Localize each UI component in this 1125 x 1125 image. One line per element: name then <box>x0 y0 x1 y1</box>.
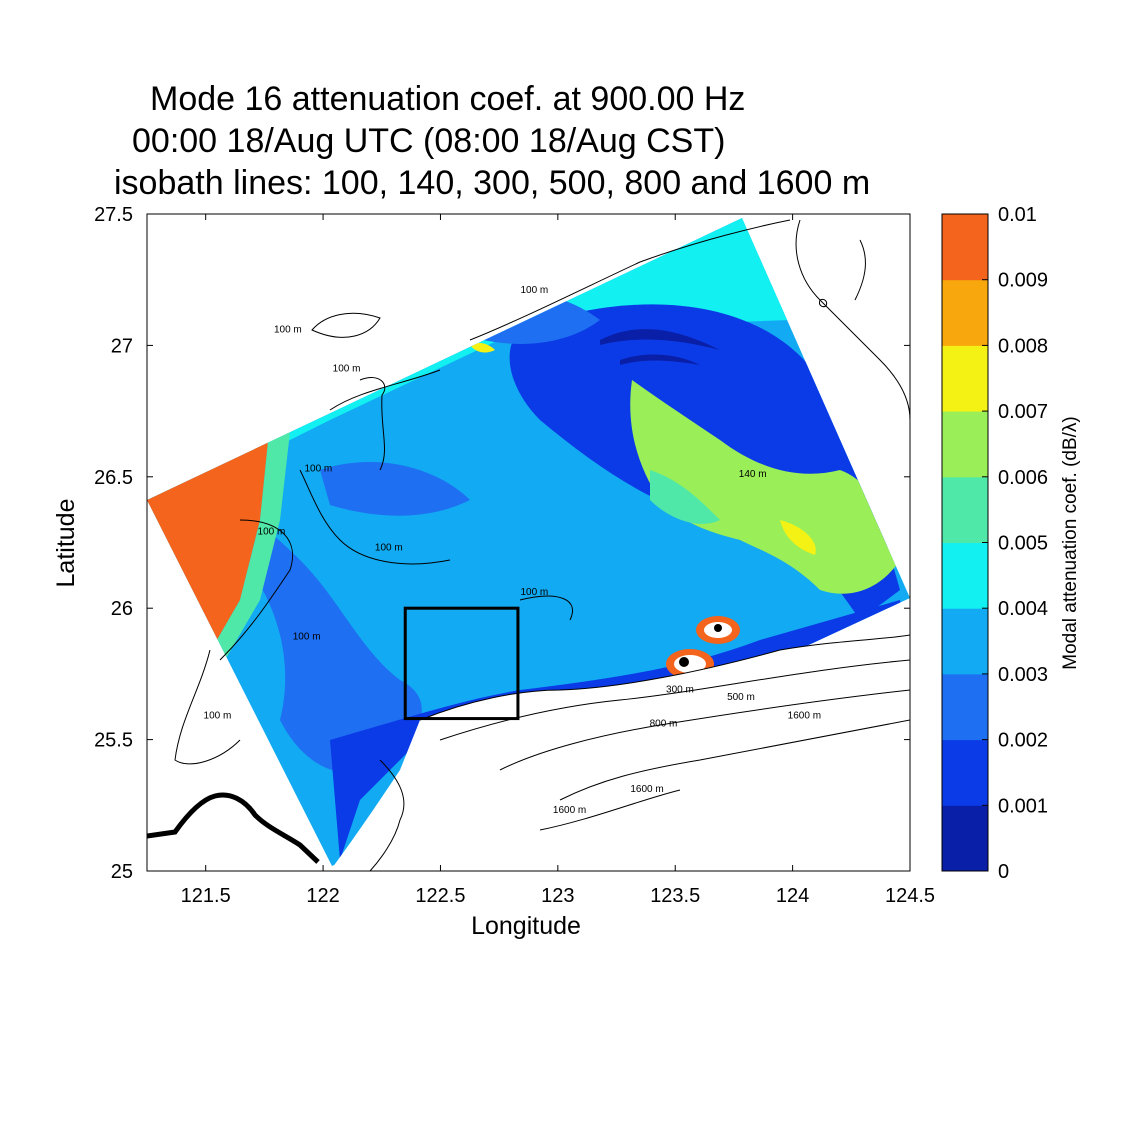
colorbar-swatch <box>942 542 988 609</box>
y-tick-label: 27.5 <box>94 204 133 226</box>
isobath-label: 1600 m <box>788 711 821 722</box>
isobath-label: 300 m <box>666 684 694 695</box>
colorbar-tick-label: 0.001 <box>998 795 1048 817</box>
colorbar-tick-label: 0.004 <box>998 598 1048 620</box>
x-tick-label: 124.5 <box>885 885 935 907</box>
isobath-label: 1600 m <box>630 784 663 795</box>
colorbar-swatch <box>942 345 988 412</box>
title-line-1: Mode 16 attenuation coef. at 900.00 Hz <box>150 80 746 118</box>
isobath-labels: 100 m 100 m 100 m 100 m 100 m 100 m 100 m 100 m… <box>204 285 822 816</box>
isobath-label: 500 m <box>727 692 755 703</box>
colorbar-swatch <box>942 805 988 872</box>
y-axis-title: Latitude <box>52 499 80 588</box>
colorbar-tick-label: 0.006 <box>998 467 1048 489</box>
y-tick-label: 26 <box>111 598 133 620</box>
colorbar-tick-label: 0.003 <box>998 664 1048 686</box>
isobath-label: 1600 m <box>553 805 586 816</box>
isobath-label: 140 m <box>739 469 767 480</box>
isobath-label: 100 m <box>333 364 361 375</box>
colorbar-tick-label: 0 <box>998 861 1009 883</box>
isobath-label: 100 m <box>520 285 548 296</box>
isobath-label: 100 m <box>304 464 332 475</box>
study-area-box <box>403 606 520 721</box>
colorbar-swatch <box>942 476 988 543</box>
colorbar-swatch <box>942 673 988 741</box>
x-tick-label: 122 <box>306 885 339 907</box>
colorbar-tick-label: 0.005 <box>998 533 1048 555</box>
isobath-label: 100 m <box>274 324 302 335</box>
y-tick-label: 26.5 <box>94 467 133 489</box>
x-tick-label: 121.5 <box>181 885 231 907</box>
y-tick-label: 25.5 <box>94 730 133 752</box>
colorbar-tick-label: 0.008 <box>998 335 1048 357</box>
y-tick-label: 27 <box>111 335 133 357</box>
isobath-label: 100 m <box>204 711 232 722</box>
isobath-lines <box>174 219 910 871</box>
y-tick-label: 25 <box>111 861 133 883</box>
x-axis: 121.5 122 122.5 123 123.5 124 124.5 <box>181 214 935 907</box>
colorbar-swatch <box>942 608 988 675</box>
colorbar-tick-label: 0.007 <box>998 401 1048 423</box>
x-tick-label: 124 <box>776 885 809 907</box>
isobath-label: 100 m <box>258 527 286 538</box>
colorbar-swatch <box>942 411 988 478</box>
colorbar-swatch <box>942 214 988 281</box>
title-line-2: 00:00 18/Aug UTC (08:00 18/Aug CST) <box>132 122 726 160</box>
colorbar-tick-label: 0.009 <box>998 270 1048 292</box>
colorbar-swatch <box>942 279 988 346</box>
colorbar-label: Modal attenuation coef. (dB/λ) <box>1060 416 1081 669</box>
x-tick-label: 122.5 <box>415 885 465 907</box>
x-tick-label: 123.5 <box>650 885 700 907</box>
isobath-label: 100 m <box>293 632 321 643</box>
x-tick-label: 123 <box>541 885 574 907</box>
isobath-label: 800 m <box>650 718 678 729</box>
x-axis-title: Longitude <box>471 912 581 940</box>
colorbar-swatch <box>942 739 988 806</box>
title-line-3: isobath lines: 100, 140, 300, 500, 800 a… <box>114 164 871 202</box>
y-axis: 25 25.5 26 26.5 27 27.5 <box>94 204 910 883</box>
colorbar: 0 0.001 0.002 0.003 0.004 0.005 0.006 0.007 0.00… <box>941 204 1048 883</box>
isobath-label: 100 m <box>375 542 403 553</box>
attenuation-field <box>147 218 910 871</box>
colorbar-tick-label: 0.002 <box>998 730 1048 752</box>
colorbar-tick-label: 0.01 <box>998 204 1037 226</box>
plot-frame <box>146 213 911 872</box>
isobath-label: 100 m <box>520 587 548 598</box>
